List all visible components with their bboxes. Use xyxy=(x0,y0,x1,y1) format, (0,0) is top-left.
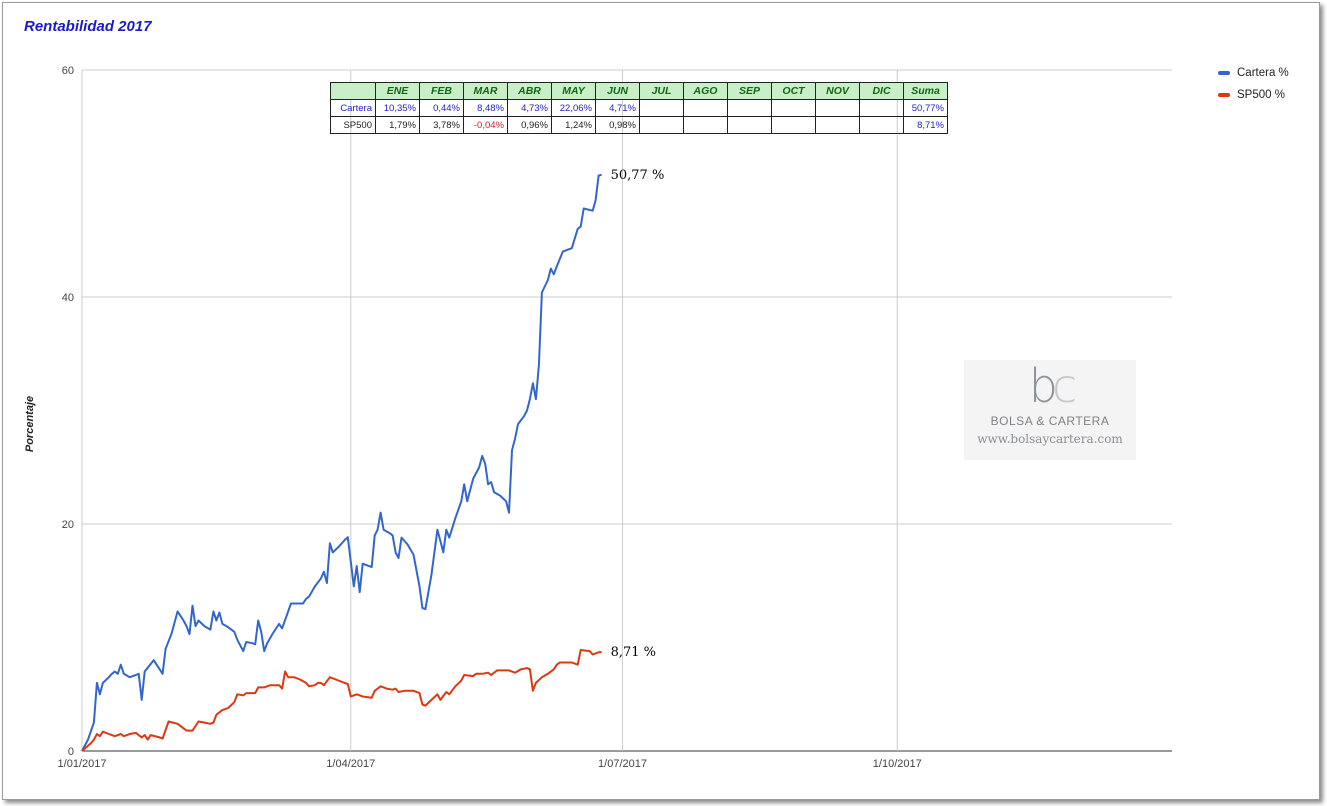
table-cell xyxy=(683,116,728,134)
table-cell: 4,73% xyxy=(507,99,552,117)
table-cell xyxy=(727,99,772,117)
table-cell xyxy=(815,99,860,117)
watermark-name: BOLSA & CARTERA xyxy=(990,414,1110,428)
table-header-suma: Suma xyxy=(903,82,948,100)
legend-label-cartera: Cartera % xyxy=(1237,67,1289,79)
table-header-ene: ENE xyxy=(375,82,420,100)
watermark-logo: bc xyxy=(964,360,1136,412)
end-label-cartera: 50,77 % xyxy=(611,168,665,183)
table-cell: 1,24% xyxy=(551,116,596,134)
table-corner xyxy=(330,82,376,100)
x-tick-label-3: 1/10/2017 xyxy=(873,758,922,770)
table-cell: -0,04% xyxy=(463,116,508,134)
y-tick-label-0: 0 xyxy=(68,746,74,758)
table-cell xyxy=(859,116,904,134)
table-header-feb: FEB xyxy=(419,82,464,100)
table-header-mar: MAR xyxy=(463,82,508,100)
table-cell: 1,79% xyxy=(375,116,420,134)
table-row-label: Cartera xyxy=(330,99,376,117)
table-cell: 0,96% xyxy=(507,116,552,134)
table-header-sep: SEP xyxy=(727,82,772,100)
x-tick-label-0: 1/01/2017 xyxy=(58,758,107,770)
chart-title: Rentabilidad 2017 xyxy=(24,18,152,35)
table-header-oct: OCT xyxy=(771,82,816,100)
table-row-label: SP500 xyxy=(330,116,376,134)
legend-item-cartera[interactable]: Cartera % xyxy=(1218,62,1289,84)
table-header-jun: JUN xyxy=(595,82,640,100)
monthly-returns-table: ENE FEB MAR ABR MAY JUN JUL AGO SEP OCT NOV DIC Suma… xyxy=(330,82,948,134)
y-tick-label-40: 40 xyxy=(62,292,74,304)
table-row: SP500 1,79% 3,78% -0,04% 0,96% 1,24% 0,98% 8,71… xyxy=(330,116,948,134)
legend-swatch-cartera xyxy=(1218,71,1230,75)
legend: Cartera % SP500 % xyxy=(1218,62,1289,106)
watermark-url: www.bolsaycartera.com xyxy=(977,432,1123,446)
legend-label-sp500: SP500 % xyxy=(1237,89,1285,101)
x-tick-label-2: 1/07/2017 xyxy=(598,758,647,770)
table-cell: 10,35% xyxy=(375,99,420,117)
table-cell xyxy=(859,99,904,117)
table-header-dic: DIC xyxy=(859,82,904,100)
table-header-row: ENE FEB MAR ABR MAY JUN JUL AGO SEP OCT NOV DIC Suma xyxy=(330,82,948,100)
series-line-cartera xyxy=(81,173,602,752)
legend-item-sp500[interactable]: SP500 % xyxy=(1218,84,1289,106)
table-header-abr: ABR xyxy=(507,82,552,100)
y-tick-label-60: 60 xyxy=(62,65,74,77)
legend-swatch-sp500 xyxy=(1218,93,1230,97)
table-cell xyxy=(683,99,728,117)
table-cell xyxy=(639,116,684,134)
table-header-jul: JUL xyxy=(639,82,684,100)
watermark-logo-b: b xyxy=(1028,359,1058,413)
table-header-may: MAY xyxy=(551,82,596,100)
table-cell xyxy=(727,116,772,134)
table-cell xyxy=(771,116,816,134)
x-tick-label-1: 1/04/2017 xyxy=(326,758,375,770)
end-label-sp500: 8,71 % xyxy=(611,645,656,660)
series-line-sp500 xyxy=(81,649,602,752)
table-header-ago: AGO xyxy=(683,82,728,100)
table-cell xyxy=(771,99,816,117)
watermark: bc BOLSA & CARTERA www.bolsaycartera.com xyxy=(964,360,1136,460)
table-cell: 4,71% xyxy=(595,99,640,117)
table-total-cell: 50,77% xyxy=(903,99,948,117)
table-row: Cartera 10,35% 0,44% 8,48% 4,73% 22,06% 4,71% 5… xyxy=(330,99,948,117)
table-total-cell: 8,71% xyxy=(903,116,948,134)
table-cell xyxy=(639,99,684,117)
table-cell: 0,98% xyxy=(595,116,640,134)
y-tick-label-20: 20 xyxy=(62,519,74,531)
table-header-nov: NOV xyxy=(815,82,860,100)
watermark-logo-c: c xyxy=(1051,359,1077,413)
table-cell: 22,06% xyxy=(551,99,596,117)
table-cell: 0,44% xyxy=(419,99,464,117)
table-cell: 8,48% xyxy=(463,99,508,117)
table-cell xyxy=(815,116,860,134)
table-cell: 3,78% xyxy=(419,116,464,134)
